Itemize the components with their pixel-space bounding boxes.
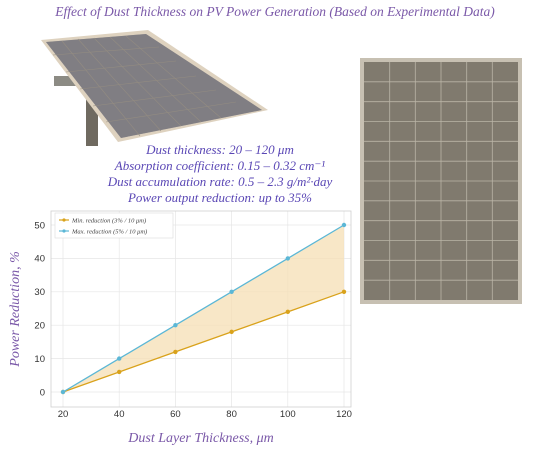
data-point-min	[285, 309, 290, 315]
series-line-min	[62, 291, 345, 393]
fact-accumulation-rate: Dust accumulation rate: 0.5 – 2.3 g/m²·d…	[107, 174, 333, 189]
plot-frame	[50, 210, 352, 408]
fact-absorption-coefficient: Absorption coefficient: 0.15 – 0.32 cm⁻¹	[114, 158, 326, 173]
x-tick-label: 80	[226, 409, 237, 420]
y-tick-label: 0	[40, 387, 45, 398]
data-point-max	[60, 389, 66, 395]
data-point-min	[173, 349, 178, 355]
power-reduction-chart: 20 40 60 80 100 120 0 10 20 30 40 50 Dust Layer Thi…	[8, 210, 352, 446]
x-tick-label: 40	[114, 409, 125, 420]
dusty-solar-panel-photo	[41, 30, 268, 146]
fact-power-reduction: Power output reduction: up to 35%	[127, 190, 313, 205]
dusty-solar-module-photo	[360, 58, 522, 304]
y-tick-label: 10	[34, 354, 45, 365]
legend-marker-min	[62, 218, 66, 222]
data-point-max	[173, 323, 178, 328]
data-point-max	[341, 222, 347, 228]
data-point-max	[117, 356, 122, 361]
y-axis-label: Power Reduction, %	[8, 251, 23, 367]
data-point-min	[229, 329, 234, 335]
x-tick-label: 60	[170, 409, 181, 420]
legend-box	[54, 212, 174, 239]
y-tick-label: 30	[34, 287, 45, 298]
legend-marker-max	[62, 229, 66, 233]
x-axis-label: Dust Layer Thickness, μm	[127, 431, 273, 446]
y-tick-label: 20	[34, 321, 45, 332]
dust-facts: Dust thickness: 20 – 120 μm Absorption c…	[95, 142, 345, 206]
data-point-min	[117, 369, 122, 375]
y-tick-label: 40	[34, 254, 45, 265]
legend-label-max: Max. reduction (5% / 10 μm)	[71, 229, 147, 236]
page-title: Effect of Dust Thickness on PV Power Gen…	[55, 4, 495, 19]
legend-label-min: Min. reduction (3% / 10 μm)	[71, 218, 146, 225]
x-tick-label: 100	[280, 409, 296, 420]
x-tick-label: 20	[58, 409, 69, 420]
data-point-max	[229, 289, 234, 294]
data-point-max	[285, 256, 290, 261]
chart-legend: Min. reduction (3% / 10 μm) Max. reducti…	[54, 212, 174, 239]
fact-dust-thickness: Dust thickness: 20 – 120 μm	[146, 142, 294, 157]
series-line-max	[62, 224, 345, 393]
y-tick-label: 50	[34, 220, 45, 231]
x-tick-label: 120	[336, 409, 352, 420]
data-point-min	[341, 289, 347, 294]
chart-series	[60, 222, 347, 395]
chart-ticks: 20 40 60 80 100 120 0 10 20 30 40 50	[34, 220, 352, 420]
